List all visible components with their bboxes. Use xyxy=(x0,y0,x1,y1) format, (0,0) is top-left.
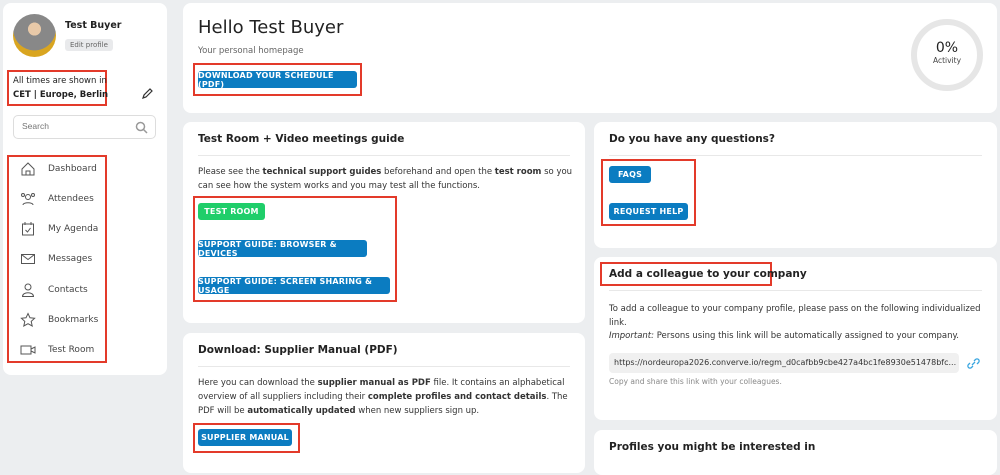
sidebar-item-label: Bookmarks xyxy=(48,315,99,325)
sidebar-item-attendees[interactable]: Attendees xyxy=(20,191,94,207)
questions-card: Do you have any questions? FAQS REQUEST … xyxy=(594,122,997,248)
sidebar-item-label: Dashboard xyxy=(48,164,97,174)
profiles-title: Profiles you might be interested in xyxy=(609,441,816,453)
sidebar-item-label: Attendees xyxy=(48,194,94,204)
sidebar-item-label: Test Room xyxy=(48,345,95,355)
profiles-card: Profiles you might be interested in xyxy=(594,430,997,475)
home-icon xyxy=(21,162,35,176)
calendar-check-icon xyxy=(22,222,34,236)
sidebar-item-bookmarks[interactable]: Bookmarks xyxy=(20,312,98,328)
search-icon[interactable] xyxy=(135,121,148,134)
search-field[interactable] xyxy=(13,115,156,139)
page-subtitle: Your personal homepage xyxy=(198,46,304,56)
user-icon xyxy=(21,283,35,297)
add-colleague-title: Add a colleague to your company xyxy=(609,268,807,280)
test-room-text: Please see the technical support guides … xyxy=(198,167,573,191)
invite-link-field[interactable]: https://nordeuropa2026.converve.io/regm_… xyxy=(609,353,959,373)
users-icon xyxy=(21,193,35,206)
timezone-label: All times are shown in xyxy=(13,76,107,86)
sidebar-item-dashboard[interactable]: Dashboard xyxy=(20,161,97,177)
page-title: Hello Test Buyer xyxy=(198,17,344,38)
sidebar-item-messages[interactable]: Messages xyxy=(20,251,92,267)
sidebar-item-label: Contacts xyxy=(48,285,88,295)
download-schedule-button[interactable]: DOWNLOAD YOUR SCHEDULE (PDF) xyxy=(198,71,357,89)
mail-icon xyxy=(21,254,35,264)
activity-label: Activity xyxy=(932,56,962,65)
sidebar: Test Buyer Edit profile All times are sh… xyxy=(3,3,167,375)
support-guide-screen-sharing-button[interactable]: SUPPORT GUIDE: SCREEN SHARING & USAGE xyxy=(198,277,390,295)
timezone-value: CET | Europe, Berlin xyxy=(13,90,109,100)
sidebar-item-my-agenda[interactable]: My Agenda xyxy=(20,221,98,237)
video-icon xyxy=(20,345,36,355)
faqs-button[interactable]: FAQS xyxy=(609,166,651,183)
timezone-info: All times are shown in CET | Europe, Ber… xyxy=(13,74,108,102)
add-colleague-card: Add a colleague to your company To add a… xyxy=(594,257,997,420)
edit-profile-button[interactable]: Edit profile xyxy=(65,39,113,51)
profile-name: Test Buyer xyxy=(65,20,122,31)
supplier-manual-title: Download: Supplier Manual (PDF) xyxy=(198,344,398,356)
test-room-button[interactable]: TEST ROOM xyxy=(198,203,265,220)
sidebar-item-label: My Agenda xyxy=(48,224,99,234)
activity-gauge: 0% Activity xyxy=(911,19,983,91)
pencil-icon[interactable] xyxy=(141,87,154,100)
search-input[interactable] xyxy=(22,121,132,131)
important-note: Important: Persons using this link will … xyxy=(609,331,959,341)
activity-value: 0% xyxy=(935,40,959,56)
test-room-title: Test Room + Video meetings guide xyxy=(198,133,405,145)
welcome-card: Hello Test Buyer Your personal homepage … xyxy=(183,3,997,113)
request-help-button[interactable]: REQUEST HELP xyxy=(609,203,688,220)
add-colleague-text: To add a colleague to your company profi… xyxy=(609,304,981,328)
test-room-card: Test Room + Video meetings guide Please … xyxy=(183,122,585,323)
questions-title: Do you have any questions? xyxy=(609,133,776,145)
support-guide-browser-button[interactable]: SUPPORT GUIDE: BROWSER & DEVICES xyxy=(198,240,367,258)
supplier-manual-card: Download: Supplier Manual (PDF) Here you… xyxy=(183,333,585,473)
avatar[interactable] xyxy=(13,14,56,57)
supplier-manual-button[interactable]: SUPPLIER MANUAL xyxy=(198,429,292,446)
sidebar-item-test-room[interactable]: Test Room xyxy=(20,342,94,358)
supplier-manual-text: Here you can download the supplier manua… xyxy=(198,378,568,416)
sidebar-item-contacts[interactable]: Contacts xyxy=(20,282,88,298)
star-icon xyxy=(20,312,36,327)
copy-link-icon[interactable] xyxy=(966,356,981,371)
invite-link-hint: Copy and share this link with your colle… xyxy=(609,377,782,386)
sidebar-item-label: Messages xyxy=(48,254,93,264)
